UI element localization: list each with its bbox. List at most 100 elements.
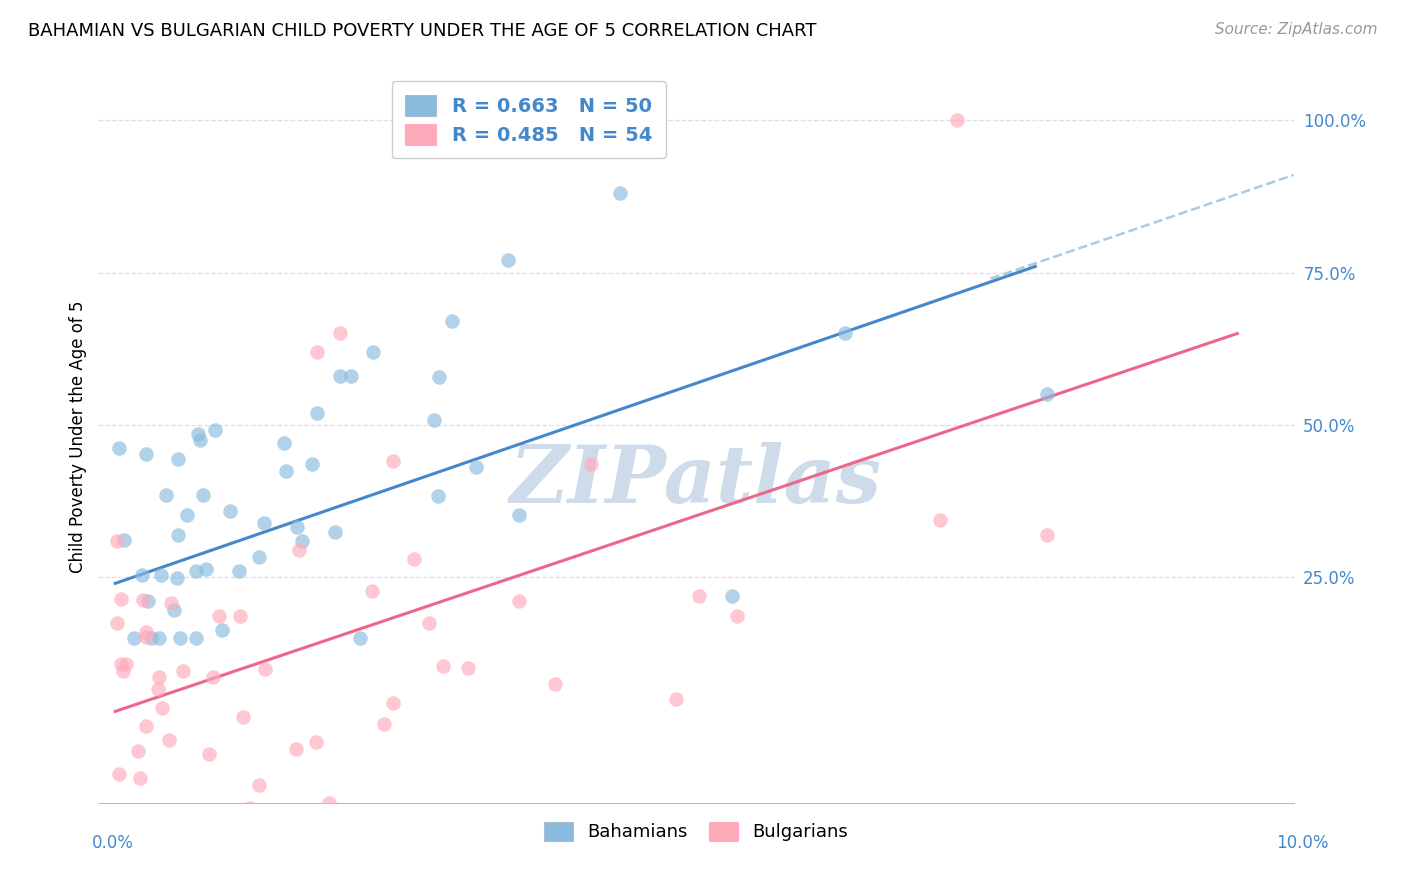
Point (288, 542, 311, 557)
Point (291, 534, 314, 549)
Point (186, 632, 208, 646)
Point (432, 659, 454, 673)
Legend: Bahamians, Bulgarians: Bahamians, Bulgarians (537, 814, 855, 848)
Point (172, 664, 194, 678)
Point (148, 670, 170, 684)
Point (404, 552, 426, 566)
Point (238, 801, 260, 815)
Point (176, 508, 198, 523)
Point (1035, 387, 1057, 401)
Point (228, 564, 250, 578)
Point (108, 766, 131, 780)
Point (107, 615, 129, 630)
Point (148, 632, 170, 646)
Point (150, 568, 173, 582)
Point (163, 603, 186, 617)
Point (423, 413, 446, 427)
Point (188, 433, 211, 447)
Point (110, 657, 132, 671)
Point (124, 632, 146, 646)
Point (253, 516, 276, 531)
Point (135, 872, 157, 887)
Point (544, 677, 567, 691)
Point (128, 863, 150, 878)
Point (128, 771, 150, 785)
Point (305, 734, 328, 748)
Point (609, 186, 631, 201)
Point (929, 512, 952, 526)
Point (166, 452, 188, 467)
Point (273, 436, 295, 450)
Point (232, 710, 254, 724)
Point (688, 589, 710, 603)
Point (360, 583, 382, 598)
Point (373, 716, 395, 731)
Point (307, 406, 329, 420)
Point (285, 519, 308, 533)
Point (111, 664, 134, 678)
Point (107, 533, 129, 548)
Point (229, 608, 252, 623)
Point (198, 747, 221, 761)
Point (508, 508, 530, 522)
Point (301, 457, 323, 471)
Point (180, 815, 202, 830)
Point (329, 326, 352, 341)
Point (131, 568, 153, 582)
Point (127, 744, 149, 758)
Y-axis label: Child Poverty Under the Age of 5: Child Poverty Under the Age of 5 (69, 301, 87, 574)
Point (1035, 527, 1057, 541)
Point (323, 525, 346, 540)
Point (249, 550, 271, 565)
Point (139, 632, 162, 646)
Point (725, 608, 748, 623)
Point (150, 700, 173, 714)
Point (946, 113, 969, 128)
Point (834, 326, 856, 341)
Point (349, 632, 371, 646)
Point (457, 661, 479, 675)
Point (195, 562, 218, 576)
Point (135, 719, 157, 733)
Text: 0.0%: 0.0% (91, 834, 134, 852)
Point (110, 592, 132, 607)
Point (464, 460, 486, 475)
Point (169, 632, 191, 646)
Point (131, 593, 153, 607)
Text: 10.0%: 10.0% (1277, 834, 1329, 852)
Point (146, 681, 169, 696)
Point (186, 564, 208, 578)
Point (136, 594, 159, 608)
Point (285, 742, 308, 756)
Point (157, 733, 180, 747)
Point (167, 528, 190, 542)
Point (107, 441, 129, 455)
Point (318, 797, 340, 811)
Point (247, 778, 270, 792)
Point (329, 369, 352, 384)
Point (187, 426, 209, 441)
Point (508, 594, 530, 608)
Point (254, 662, 277, 676)
Point (496, 253, 519, 268)
Point (155, 488, 177, 502)
Text: Source: ZipAtlas.com: Source: ZipAtlas.com (1215, 22, 1378, 37)
Point (166, 570, 188, 584)
Point (721, 589, 744, 603)
Text: ZIPatlas: ZIPatlas (510, 442, 882, 520)
Point (427, 370, 450, 384)
Point (135, 447, 157, 461)
Text: BAHAMIAN VS BULGARIAN CHILD POVERTY UNDER THE AGE OF 5 CORRELATION CHART: BAHAMIAN VS BULGARIAN CHILD POVERTY UNDE… (28, 22, 817, 40)
Point (135, 624, 157, 639)
Point (135, 630, 157, 644)
Point (141, 832, 163, 847)
Point (276, 464, 298, 478)
Point (440, 314, 463, 328)
Point (427, 489, 450, 503)
Point (204, 423, 226, 437)
Point (381, 454, 404, 468)
Point (207, 608, 229, 623)
Point (340, 369, 363, 384)
Point (202, 670, 225, 684)
Point (218, 504, 240, 518)
